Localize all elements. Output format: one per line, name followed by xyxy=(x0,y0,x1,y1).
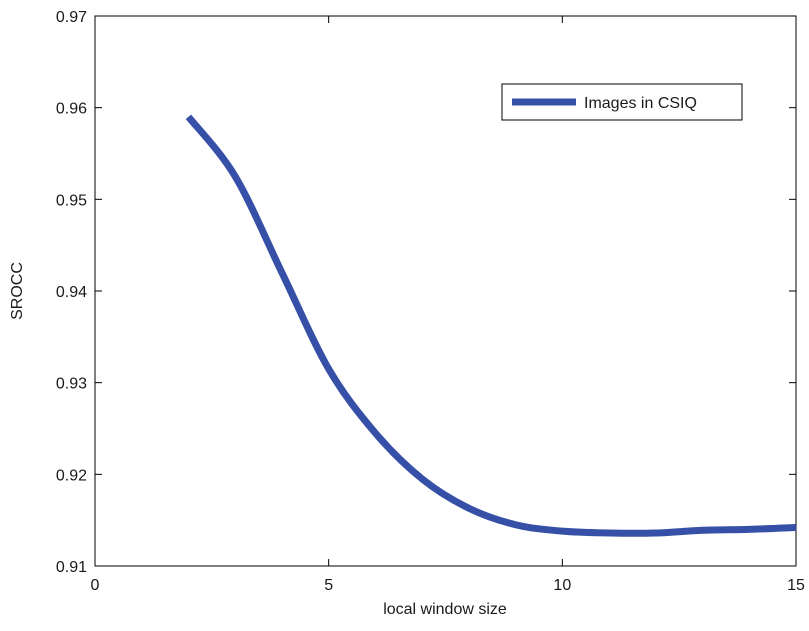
x-tick-label: 5 xyxy=(324,577,333,594)
y-tick-label: 0.97 xyxy=(56,9,87,26)
y-tick-label: 0.93 xyxy=(56,376,87,393)
x-axis: 0 5 10 15 xyxy=(91,16,805,594)
legend: Images in CSIQ xyxy=(501,83,743,121)
y-tick-label: 0.95 xyxy=(56,192,87,209)
y-tick-label: 0.91 xyxy=(56,559,87,576)
y-axis-label: SROCC xyxy=(9,262,26,320)
y-tick-label: 0.92 xyxy=(56,467,87,484)
x-tick-label: 10 xyxy=(553,577,571,594)
y-tick-label: 0.94 xyxy=(56,284,87,301)
x-tick-label: 0 xyxy=(91,577,100,594)
y-axis: 0.91 0.92 0.93 0.94 0.95 0.96 0.97 xyxy=(56,9,796,576)
x-axis-label: local window size xyxy=(383,601,507,618)
series-layer xyxy=(185,114,797,537)
x-tick-label: 15 xyxy=(787,577,805,594)
legend-label: Images in CSIQ xyxy=(584,95,697,112)
series-line xyxy=(185,114,797,537)
y-tick-label: 0.96 xyxy=(56,101,87,118)
